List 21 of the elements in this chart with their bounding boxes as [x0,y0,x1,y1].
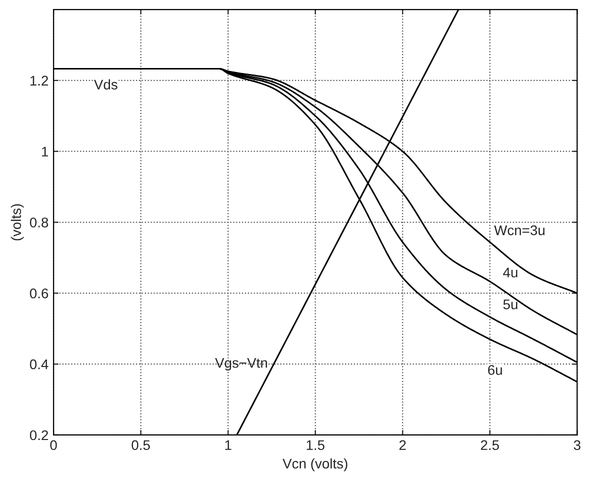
y-axis-title: (volts) [10,204,24,240]
y-tick-label: 1 [42,146,48,156]
x-tick-label: 2 [399,440,406,450]
annotation: Vgs−Vtn [215,358,268,371]
y-tick-label: 0.4 [30,359,48,370]
y-tick-label: 0.2 [30,430,48,440]
annotation: 6u [488,365,502,375]
y-tick-label: 1.2 [30,76,48,86]
x-tick-label: 0.5 [132,440,150,450]
y-tick-label: 0.8 [30,218,48,228]
x-axis-title: Vcn (volts) [282,458,348,472]
x-tick-label: 1.5 [306,440,324,450]
x-tick-label: 2.5 [480,440,499,450]
y-tick-label: 0.6 [30,288,48,298]
x-tick-label: 3 [574,440,580,450]
x-tick-label: 1 [225,440,232,450]
annotation: 4u [503,268,518,278]
annotation: Wcn=3u [494,225,544,236]
x-tick-label: 0 [50,440,57,450]
annotation: 5u [503,300,518,310]
annotation: Vds [94,79,118,90]
